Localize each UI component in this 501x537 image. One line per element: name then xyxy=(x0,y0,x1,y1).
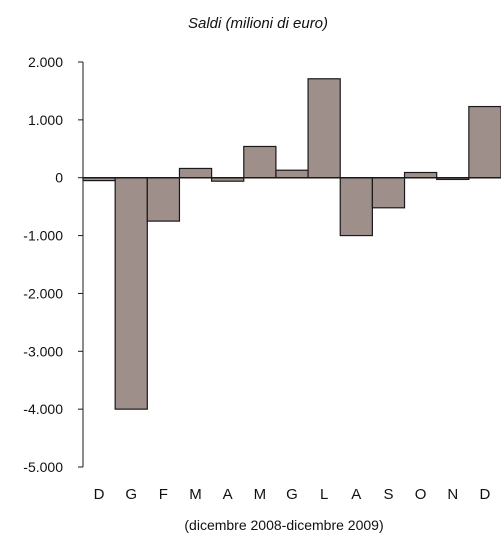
x-category-label: G xyxy=(125,486,137,503)
x-category-label: L xyxy=(320,486,328,503)
bar-2 xyxy=(146,177,181,222)
x-category-label: D xyxy=(480,486,491,503)
bar-8 xyxy=(339,177,373,237)
bars xyxy=(82,78,501,410)
x-category-label: M xyxy=(189,486,202,503)
y-tick-label: 1.000 xyxy=(28,112,63,128)
bar-3 xyxy=(178,167,213,179)
x-category-label: G xyxy=(286,486,298,503)
bar-7 xyxy=(307,78,341,179)
x-category-label: N xyxy=(447,486,458,503)
x-category-label: A xyxy=(223,486,233,503)
x-category-label: O xyxy=(415,486,427,503)
bar-12 xyxy=(468,105,501,179)
chart-title: Saldi (milioni di euro) xyxy=(188,15,328,32)
x-axis-label: (dicembre 2008-dicembre 2009) xyxy=(184,517,383,533)
x-category-label: A xyxy=(351,486,361,503)
bar-1 xyxy=(114,177,148,410)
y-tick-label: -1.000 xyxy=(23,228,63,244)
bar-5 xyxy=(243,145,277,179)
y-tick-label: -5.000 xyxy=(23,459,63,475)
y-tick-label: -4.000 xyxy=(23,401,63,417)
y-tick-label: 0 xyxy=(55,170,63,186)
bar-10 xyxy=(403,171,438,179)
bar-6 xyxy=(275,169,309,179)
bar-9 xyxy=(371,177,406,209)
x-category-label: F xyxy=(159,486,168,503)
x-category-label: D xyxy=(94,486,105,503)
y-tick-label: 2.000 xyxy=(28,54,63,70)
y-tick-label: -2.000 xyxy=(23,285,63,301)
x-category-label: M xyxy=(254,486,267,503)
x-category-label: S xyxy=(383,486,393,503)
y-axis-ticks: 2.000 1.000 0 -1.000 -2.000 -3.000 -4.000 -5.00… xyxy=(23,54,83,475)
y-tick-label: -3.000 xyxy=(23,343,63,359)
